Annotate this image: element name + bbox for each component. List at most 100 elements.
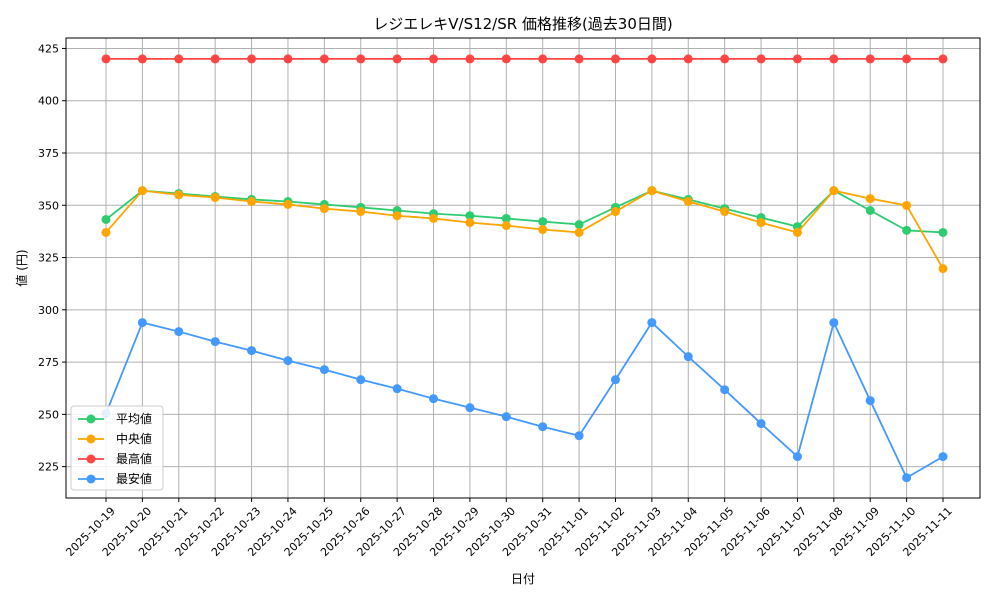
series-2: [101, 186, 948, 274]
legend-label: 平均値: [116, 411, 152, 426]
legend-box: [70, 405, 164, 491]
data-point: [829, 54, 839, 64]
data-point: [356, 375, 366, 385]
data-point: [829, 318, 839, 328]
data-point: [210, 193, 220, 203]
data-point: [538, 217, 548, 227]
chart-title: レジエレキV/S12/SR 価格推移(過去30日間): [373, 15, 672, 33]
data-point: [247, 54, 257, 64]
data-point: [174, 190, 184, 200]
data-point: [574, 431, 584, 441]
data-point: [356, 207, 366, 217]
data-point: [101, 54, 111, 64]
data-point: [465, 211, 475, 221]
legend-marker: [86, 414, 96, 424]
series-3: [101, 54, 948, 64]
data-point: [720, 385, 730, 395]
data-point: [829, 186, 839, 196]
data-point: [283, 54, 293, 64]
data-point: [902, 54, 912, 64]
data-point: [720, 207, 730, 217]
data-point: [538, 54, 548, 64]
data-point: [247, 197, 257, 207]
data-point: [210, 337, 220, 347]
data-point: [392, 54, 402, 64]
data-point: [756, 54, 766, 64]
data-point: [174, 54, 184, 64]
y-tick-label: 300: [38, 304, 59, 317]
data-point: [647, 318, 657, 328]
data-point: [865, 206, 875, 215]
data-point: [647, 186, 657, 196]
data-point: [683, 54, 693, 64]
y-tick-label: 250: [38, 408, 59, 421]
y-tick-label: 350: [38, 199, 59, 212]
data-point: [720, 54, 730, 64]
legend-marker: [86, 434, 96, 444]
data-point: [610, 207, 620, 217]
legend-marker: [86, 454, 96, 464]
data-point: [902, 200, 912, 210]
y-tick-label: 325: [38, 252, 59, 265]
data-point: [610, 375, 620, 385]
data-point: [902, 473, 912, 483]
y-tick-label: 275: [38, 356, 59, 369]
data-point: [938, 452, 948, 462]
data-point: [392, 384, 402, 394]
data-point: [356, 54, 366, 64]
data-point: [902, 225, 912, 235]
data-point: [429, 54, 439, 64]
data-point: [174, 327, 184, 337]
data-point: [792, 452, 802, 462]
data-point: [501, 221, 511, 231]
y-axis-label: 値 (円): [14, 249, 29, 286]
data-point: [210, 54, 220, 64]
data-point: [610, 54, 620, 64]
data-point: [465, 403, 475, 413]
data-point: [865, 54, 875, 64]
data-point: [137, 318, 147, 328]
data-point: [319, 365, 329, 375]
data-point: [101, 227, 111, 237]
data-point: [319, 204, 329, 214]
data-point: [283, 356, 293, 366]
y-tick-label: 375: [38, 147, 59, 160]
series-4: [101, 318, 948, 483]
data-point: [574, 220, 584, 230]
data-point: [283, 199, 293, 209]
legend-label: 最高値: [116, 451, 152, 466]
data-point: [792, 54, 802, 64]
data-point: [683, 197, 693, 207]
data-point: [319, 54, 329, 64]
data-point: [465, 54, 475, 64]
legend-label: 最安値: [116, 471, 152, 486]
data-point: [938, 264, 948, 274]
legend-label: 中央値: [116, 431, 152, 446]
data-point: [938, 227, 948, 237]
data-point: [792, 227, 802, 237]
data-point: [938, 54, 948, 64]
data-point: [429, 213, 439, 223]
data-point: [574, 54, 584, 64]
data-point: [501, 54, 511, 64]
data-point: [429, 394, 439, 404]
data-point: [392, 211, 402, 221]
data-point: [137, 186, 147, 196]
data-point: [647, 54, 657, 64]
series-line: [105, 319, 944, 479]
data-point: [465, 218, 475, 228]
data-point: [865, 194, 875, 204]
data-point: [756, 419, 766, 429]
data-point: [756, 218, 766, 228]
series-line: [105, 189, 944, 234]
data-point: [137, 54, 147, 64]
data-point: [865, 396, 875, 406]
legend-marker: [86, 474, 96, 484]
y-tick-label: 400: [38, 95, 59, 108]
series-line: [105, 189, 944, 270]
y-tick-label: 425: [38, 42, 59, 55]
data-point: [538, 422, 548, 432]
series-1: [101, 186, 948, 237]
